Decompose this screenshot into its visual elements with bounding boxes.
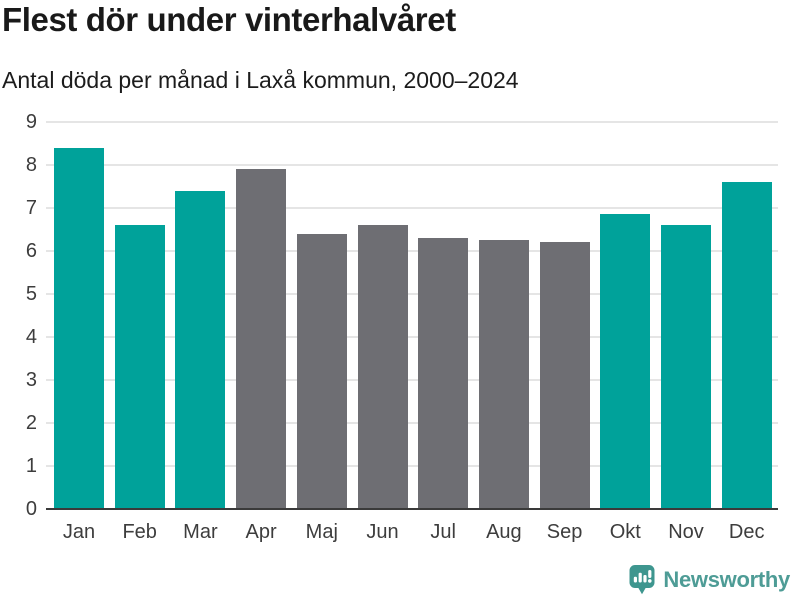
y-tick-label-1: 1	[25, 455, 37, 477]
x-tick-label-aug: Aug	[486, 521, 522, 543]
x-tick-label-feb: Feb	[122, 521, 157, 543]
logo-bar-tall	[639, 572, 643, 583]
x-tick-label-jan: Jan	[62, 521, 96, 543]
bar-apr	[236, 169, 287, 509]
gridline-y3	[46, 379, 778, 381]
x-tick-label-dec: Dec	[728, 521, 765, 543]
y-tick-label-7: 7	[25, 197, 37, 219]
y-tick-label-4: 4	[25, 326, 37, 348]
bars-layer	[46, 122, 778, 509]
bar-feb	[114, 225, 165, 509]
y-tick-label-8: 8	[25, 154, 37, 176]
y-tick-label-6: 6	[25, 240, 37, 262]
gridline-y1	[46, 465, 778, 467]
bar-jun	[357, 225, 408, 509]
logo-exclamation-dot	[648, 579, 653, 583]
y-tick-label-9: 9	[25, 111, 37, 133]
chart-subtitle: Antal döda per månad i Laxå kommun, 2000…	[2, 67, 519, 93]
x-tick-label-okt: Okt	[609, 521, 641, 543]
y-tick-label-5: 5	[25, 283, 37, 305]
gridline-y7	[46, 207, 778, 209]
gridline-y5	[46, 293, 778, 295]
x-axis-line	[46, 507, 778, 510]
gridline-y4	[46, 336, 778, 338]
logo-bar-small	[634, 576, 638, 583]
gridlines-layer	[46, 121, 778, 509]
gridline-y6	[46, 250, 778, 252]
newsworthy-logo-text: Newsworthy	[663, 566, 790, 592]
bar-nov	[661, 225, 711, 509]
gridline-y2	[46, 422, 778, 424]
bar-jul	[418, 238, 469, 509]
x-tick-label-mar: Mar	[183, 521, 218, 543]
newsworthy-logo: Newsworthy	[628, 564, 790, 595]
bar-sep	[539, 242, 590, 509]
x-tick-label-jun: Jun	[366, 521, 399, 543]
newsworthy-logo-icon	[629, 565, 655, 595]
gridline-y9	[46, 121, 778, 123]
x-tick-label-sep: Sep	[546, 521, 583, 543]
chart-title: Flest dör under vinterhalvåret	[2, 1, 456, 38]
bar-jan	[54, 147, 104, 509]
bar-dec	[721, 182, 772, 509]
x-tick-label-jul: Jul	[430, 521, 456, 543]
x-tick-label-apr: Apr	[245, 521, 277, 543]
bar-okt	[600, 214, 651, 509]
x-tick-label-nov: Nov	[668, 521, 704, 543]
plot-area: 0 1 2 3 4 5 6 7 8 9 Jan Feb Mar Apr Maj Jun Jul Aug Sep Ok…	[26, 112, 778, 542]
logo-exclamation-stem	[648, 570, 652, 578]
bar-mar	[175, 190, 226, 509]
y-tick-label-0: 0	[25, 498, 37, 520]
x-tick-label-maj: Maj	[305, 521, 338, 543]
logo-bar-medium	[643, 575, 648, 583]
gridline-y8	[46, 164, 778, 166]
bar-maj	[296, 233, 347, 509]
y-tick-label-3: 3	[25, 369, 37, 391]
y-tick-label-2: 2	[25, 412, 37, 434]
bar-aug	[478, 240, 529, 509]
